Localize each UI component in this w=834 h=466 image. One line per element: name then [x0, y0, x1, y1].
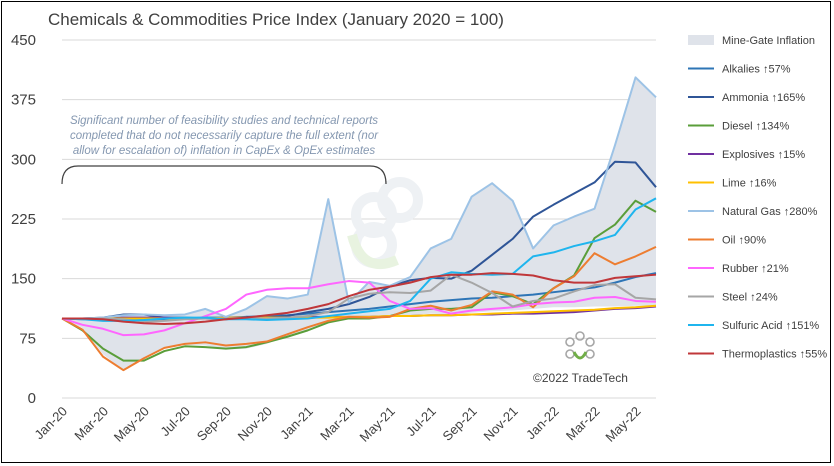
legend-swatch-area: [688, 35, 714, 45]
series-line-10: [62, 272, 657, 326]
legend-label: Mine-Gate Inflation: [722, 35, 815, 47]
x-tick-label: Jan-20: [31, 404, 70, 443]
legend-label: Oil ↑90%: [722, 235, 766, 247]
x-tick-label: May-22: [602, 404, 643, 445]
y-tick-label: 0: [28, 390, 36, 407]
legend-label: Natural Gas ↑280%: [722, 206, 818, 218]
x-tick-label: Jul-21: [403, 404, 439, 440]
legend-label: Ammonia ↑165%: [722, 92, 805, 104]
x-tick-label: Nov-21: [480, 404, 520, 444]
legend-label: Thermoplastics ↑55%: [722, 349, 827, 361]
series-line-8: [62, 273, 657, 323]
y-tick-label: 300: [11, 151, 36, 168]
legend-label: Sulfuric Acid ↑151%: [722, 320, 819, 332]
annotation-text: Significant number of feasibility studie…: [70, 115, 379, 157]
x-tick-label: Sep-20: [194, 404, 234, 444]
annotation-bracket: [61, 165, 387, 185]
x-tick-label: Nov-20: [235, 404, 275, 444]
legend-label: Alkalies ↑57%: [722, 64, 791, 76]
legend-label: Explosives ↑15%: [722, 149, 805, 161]
x-tick-label: Jan-21: [277, 404, 316, 443]
legend-label: Rubber ↑21%: [722, 263, 789, 275]
copyright-text: ©2022 TradeTech: [533, 371, 628, 385]
x-tick-label: Mar-20: [71, 404, 111, 444]
y-tick-label: 450: [11, 32, 36, 49]
series-line-9: [61, 197, 657, 322]
x-tick-label: Jan-22: [523, 404, 562, 443]
y-tick-label: 75: [19, 330, 36, 347]
legend-label: Lime ↑16%: [722, 178, 777, 190]
annotation-layer: Significant number of feasibility studie…: [61, 115, 387, 185]
series-line-6: [61, 245, 657, 372]
x-tick-label: Sep-21: [440, 404, 480, 444]
x-tick-label: May-21: [357, 404, 398, 445]
chart-title: Chemicals & Commodities Price Index (Jan…: [48, 10, 504, 29]
x-tick-label: Mar-21: [317, 404, 357, 444]
tradetech-logo-icon: ©2022 TradeTech: [533, 331, 628, 385]
watermark-logo: [347, 177, 423, 269]
x-tick-label: May-20: [111, 404, 152, 445]
y-tick-label: 375: [11, 92, 36, 109]
series-line-7: [61, 280, 657, 337]
legend-label: Steel ↑24%: [722, 292, 778, 304]
legend-label: Diesel ↑134%: [722, 121, 789, 133]
y-tick-label: 225: [11, 211, 36, 228]
series-layer: [61, 76, 657, 372]
x-tick-label: Mar-22: [563, 404, 603, 444]
legend: Mine-Gate Inflation Alkalies ↑57% Ammonia …: [688, 35, 827, 361]
y-tick-label: 150: [11, 271, 36, 288]
x-tick-label: Jul-20: [157, 404, 193, 440]
